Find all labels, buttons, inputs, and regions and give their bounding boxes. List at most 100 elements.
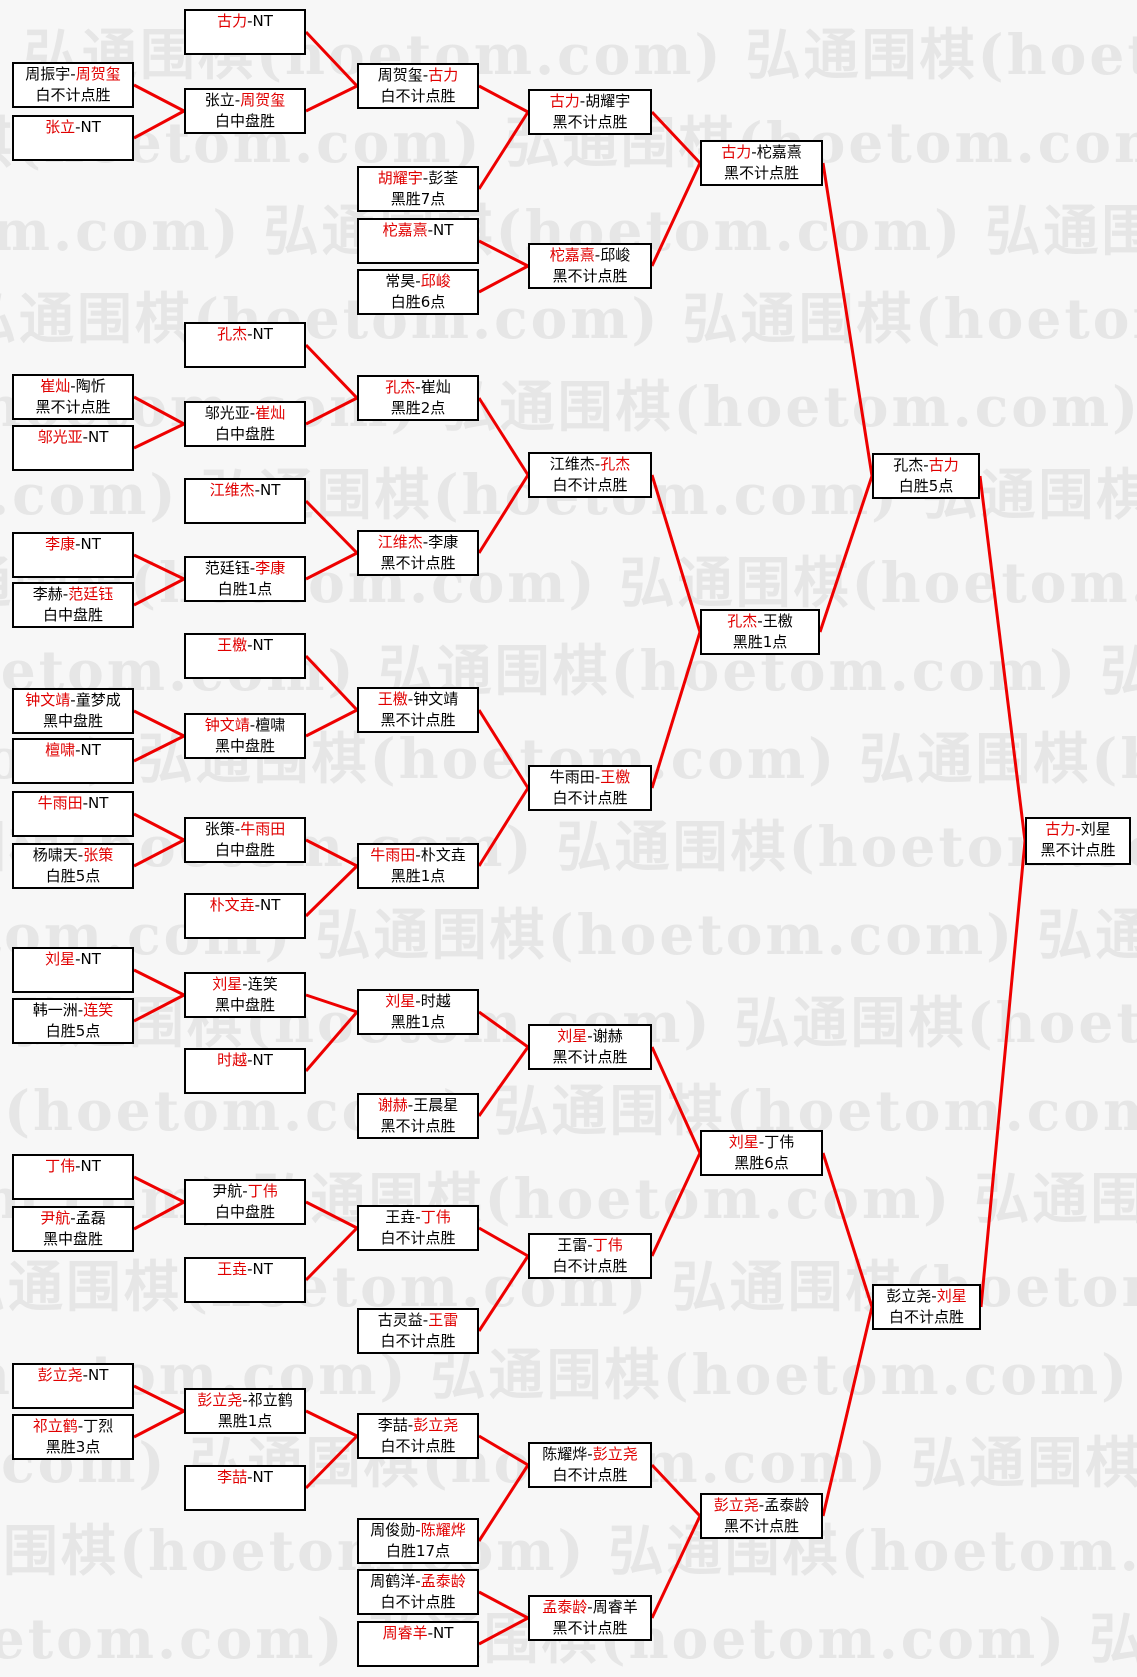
player-name: NT bbox=[252, 12, 273, 30]
player-name: 檀啸 bbox=[255, 716, 286, 734]
match-result: 白中盘胜 bbox=[214, 841, 275, 859]
match-players: 彭立尧-祁立鹤 bbox=[197, 1391, 293, 1409]
match-players: 古力-NT bbox=[217, 12, 273, 30]
player-name: 王檄 bbox=[217, 636, 248, 654]
bracket-connector bbox=[133, 709, 185, 738]
player-name: 江维杰 bbox=[377, 533, 423, 551]
match-players: 常昊-邱峻 bbox=[385, 272, 451, 290]
match-players: 周振宇-周贺玺 bbox=[25, 65, 121, 83]
match-result: 黑胜7点 bbox=[390, 190, 446, 208]
match-box-B15: 彭立尧-祁立鹤 黑胜1点 bbox=[184, 1388, 306, 1434]
match-box-A11: 刘星-NT bbox=[12, 947, 134, 993]
match-players: 古力-刘星 bbox=[1045, 820, 1111, 838]
player-name: 张立 bbox=[204, 91, 235, 109]
player-name: NT bbox=[80, 535, 101, 553]
player-name: 谢赫 bbox=[592, 1027, 623, 1045]
bracket-connector bbox=[478, 1010, 529, 1049]
match-box-F2: 彭立尧-刘星 白不计点胜 bbox=[872, 1284, 981, 1330]
player-name: 牛雨田 bbox=[370, 846, 416, 864]
match-box-C7: 王檄-钟文靖 黑不计点胜 bbox=[357, 687, 479, 733]
player-name: 彭荃 bbox=[428, 169, 459, 187]
match-players: 王檄-钟文靖 bbox=[377, 690, 459, 708]
match-result: 白不计点胜 bbox=[888, 1308, 964, 1326]
player-name: 柁嘉熹 bbox=[549, 246, 595, 264]
player-name: 牛雨田 bbox=[37, 794, 83, 812]
player-name: 彭立尧 bbox=[886, 1287, 932, 1305]
match-box-D5: 刘星-谢赫 黑不计点胜 bbox=[528, 1024, 652, 1070]
player-name: 刘星 bbox=[45, 950, 76, 968]
player-name: 江维杰 bbox=[549, 455, 595, 473]
match-result: 黑胜1点 bbox=[390, 1013, 446, 1031]
match-box-B7: 王檄-NT bbox=[184, 633, 306, 679]
player-name: 邱峻 bbox=[600, 246, 631, 264]
match-result: 黑不计点胜 bbox=[723, 164, 799, 182]
match-result: 白不计点胜 bbox=[552, 1466, 628, 1484]
player-name: NT bbox=[80, 118, 101, 136]
bracket-connector bbox=[305, 1200, 358, 1230]
player-name: 谢赫 bbox=[377, 1096, 408, 1114]
player-name: 崔灿 bbox=[420, 378, 451, 396]
player-name: 丁伟 bbox=[45, 1157, 76, 1175]
bracket-connector bbox=[978, 475, 1027, 842]
player-name: NT bbox=[252, 325, 273, 343]
player-name: 孟泰龄 bbox=[764, 1496, 810, 1514]
match-players: 古力-柁嘉熹 bbox=[721, 143, 802, 161]
bracket-connector bbox=[821, 162, 874, 477]
match-result: 白不计点胜 bbox=[380, 1332, 456, 1350]
match-players: 彭立尧-NT bbox=[37, 1366, 109, 1384]
bracket-connector bbox=[133, 734, 185, 763]
player-name: 古灵益 bbox=[377, 1311, 423, 1329]
match-result: 白胜5点 bbox=[898, 477, 954, 495]
player-name: 时越 bbox=[420, 992, 451, 1010]
match-box-C8: 牛雨田-朴文垚 黑胜1点 bbox=[357, 843, 479, 889]
bracket-connector bbox=[477, 1046, 530, 1117]
match-result: 白不计点胜 bbox=[552, 1257, 628, 1275]
match-box-C9: 刘星-时越 黑胜1点 bbox=[357, 989, 479, 1035]
match-result: 黑不计点胜 bbox=[552, 267, 628, 285]
match-result: 黑胜3点 bbox=[45, 1438, 101, 1456]
player-name: 牛雨田 bbox=[240, 820, 286, 838]
player-name: 王檄 bbox=[762, 612, 793, 630]
match-players: 周鹤洋-孟泰龄 bbox=[370, 1572, 466, 1590]
player-name: 连笑 bbox=[83, 1001, 114, 1019]
player-name: NT bbox=[88, 794, 109, 812]
match-players: 江维杰-李康 bbox=[377, 533, 459, 551]
player-name: NT bbox=[80, 1157, 101, 1175]
player-name: 丁伟 bbox=[420, 1208, 451, 1226]
match-result: 黑胜1点 bbox=[390, 867, 446, 885]
bracket-connector bbox=[133, 1200, 185, 1231]
match-players: 刘星-谢赫 bbox=[557, 1027, 623, 1045]
match-box-B2: 张立-周贺玺 白中盘胜 bbox=[184, 88, 306, 134]
bracket-connector bbox=[133, 1175, 185, 1204]
match-result: 黑不计点胜 bbox=[380, 711, 456, 729]
player-name: 时越 bbox=[217, 1051, 248, 1069]
player-name: 孔杰 bbox=[893, 456, 924, 474]
match-box-A15: 彭立尧-NT bbox=[12, 1363, 134, 1409]
player-name: 古力 bbox=[928, 456, 959, 474]
player-name: NT bbox=[252, 1051, 273, 1069]
bracket-connector bbox=[133, 812, 185, 842]
player-name: NT bbox=[88, 428, 109, 446]
match-box-E1: 古力-柁嘉熹 黑不计点胜 bbox=[700, 140, 823, 186]
player-name: 孔杰 bbox=[385, 378, 416, 396]
player-name: 孔杰 bbox=[217, 325, 248, 343]
bracket-connector bbox=[304, 343, 359, 400]
match-result: 白胜5点 bbox=[45, 867, 101, 885]
player-name: 彭立尧 bbox=[713, 1496, 759, 1514]
match-box-C12: 古灵益-王雷 白不计点胜 bbox=[357, 1308, 479, 1354]
player-name: 王垚 bbox=[217, 1260, 248, 1278]
player-name: NT bbox=[252, 1468, 273, 1486]
match-box-A14: 尹航-孟磊 黑中盘胜 bbox=[12, 1206, 134, 1252]
player-name: 王雷 bbox=[557, 1236, 588, 1254]
match-box-A4: 邬光亚-NT bbox=[12, 425, 134, 471]
match-box-A9: 牛雨田-NT bbox=[12, 791, 134, 837]
match-players: 王垚-丁伟 bbox=[385, 1208, 451, 1226]
player-name: 古力 bbox=[549, 92, 580, 110]
match-players: 杨啸天-张策 bbox=[32, 846, 114, 864]
player-name: 朴文垚 bbox=[420, 846, 466, 864]
match-players: 李赫-范廷钰 bbox=[32, 585, 114, 603]
player-name: 张策 bbox=[83, 846, 114, 864]
match-result: 黑不计点胜 bbox=[380, 1117, 456, 1135]
match-players: 胡耀宇-彭荃 bbox=[377, 169, 459, 187]
player-name: NT bbox=[260, 481, 281, 499]
